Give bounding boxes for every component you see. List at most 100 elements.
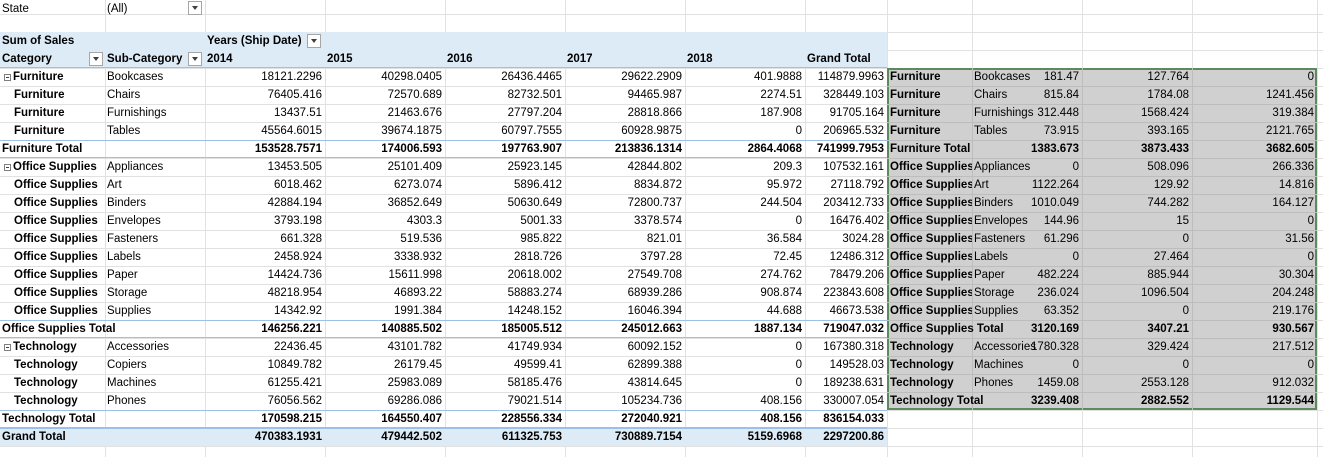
value-cell[interactable]: 2274.51	[760, 89, 802, 101]
value-cell[interactable]: 274.762	[760, 269, 802, 281]
range-value-cell[interactable]: 15	[1176, 215, 1189, 227]
value-cell[interactable]: 91705.164	[829, 107, 884, 119]
range-value-cell[interactable]: 204.248	[1272, 287, 1314, 299]
value-cell[interactable]: 3797.28	[640, 251, 682, 263]
value-cell[interactable]: 1991.384	[394, 305, 442, 317]
value-cell[interactable]: 44.688	[766, 305, 802, 317]
value-cell[interactable]: 62899.388	[627, 359, 682, 371]
value-cell[interactable]: 107532.161	[823, 161, 884, 173]
range-value-cell[interactable]: 2553.128	[1141, 377, 1189, 389]
value-cell[interactable]: 206965.532	[823, 125, 884, 137]
value-cell[interactable]: 821.01	[646, 233, 682, 245]
range-value-cell[interactable]: 181.47	[1043, 71, 1079, 83]
range-value-cell[interactable]: 1784.08	[1147, 89, 1189, 101]
range-value-cell[interactable]: 236.024	[1037, 287, 1079, 299]
category-filter-dropdown-icon[interactable]	[89, 52, 103, 66]
value-cell[interactable]: 43101.782	[387, 341, 442, 353]
filter-dropdown-icon[interactable]	[188, 1, 202, 15]
value-cell[interactable]: 45564.6015	[261, 125, 322, 137]
value-cell[interactable]: 69286.086	[387, 395, 442, 407]
value-cell[interactable]: 72.45	[773, 251, 802, 263]
value-cell[interactable]: 149528.03	[829, 359, 884, 371]
range-value-cell[interactable]: 0	[1182, 305, 1189, 317]
value-cell[interactable]: 3378.574	[634, 215, 682, 227]
range-value-cell[interactable]: 1122.264	[1031, 179, 1079, 191]
range-value-cell[interactable]: 312.448	[1037, 107, 1079, 119]
range-value-cell[interactable]: 164.127	[1272, 197, 1314, 209]
value-cell[interactable]: 76405.416	[267, 89, 322, 101]
value-cell[interactable]: 6018.462	[274, 179, 322, 191]
range-value-cell[interactable]: 0	[1182, 233, 1189, 245]
value-cell[interactable]: 72570.689	[387, 89, 442, 101]
value-cell[interactable]: 15611.998	[388, 269, 442, 281]
range-value-cell[interactable]: 0	[1072, 251, 1079, 263]
value-cell[interactable]: 36852.649	[387, 197, 442, 209]
range-value-cell[interactable]: 912.032	[1272, 377, 1314, 389]
range-value-cell[interactable]: 266.336	[1272, 161, 1314, 173]
value-cell[interactable]: 94465.987	[627, 89, 682, 101]
value-cell[interactable]: 13437.51	[274, 107, 322, 119]
value-cell[interactable]: 3024.28	[842, 233, 884, 245]
range-value-cell[interactable]: 61.296	[1043, 233, 1079, 245]
value-cell[interactable]: 0	[795, 377, 802, 389]
range-value-cell[interactable]: 0	[1307, 215, 1314, 227]
collapse-group-icon[interactable]	[4, 164, 11, 171]
range-value-cell[interactable]: 0	[1307, 359, 1314, 371]
value-cell[interactable]: 61255.421	[267, 377, 322, 389]
range-value-cell[interactable]: 144.96	[1043, 215, 1079, 227]
range-value-cell[interactable]: 1096.504	[1141, 287, 1189, 299]
value-cell[interactable]: 0	[795, 125, 802, 137]
range-value-cell[interactable]: 508.096	[1147, 161, 1189, 173]
value-cell[interactable]: 60092.152	[627, 341, 682, 353]
value-cell[interactable]: 27797.204	[507, 107, 562, 119]
range-value-cell[interactable]: 482.224	[1037, 269, 1079, 281]
value-cell[interactable]: 105234.736	[621, 395, 682, 407]
value-cell[interactable]: 25923.145	[507, 161, 562, 173]
value-cell[interactable]: 72800.737	[627, 197, 682, 209]
value-cell[interactable]: 16476.402	[829, 215, 884, 227]
value-cell[interactable]: 26179.45	[394, 359, 442, 371]
value-cell[interactable]: 28818.866	[627, 107, 682, 119]
value-cell[interactable]: 58883.274	[507, 287, 562, 299]
range-value-cell[interactable]: 31.56	[1285, 233, 1314, 245]
value-cell[interactable]: 408.156	[760, 395, 802, 407]
range-value-cell[interactable]: 217.512	[1272, 341, 1314, 353]
value-cell[interactable]: 78479.206	[829, 269, 884, 281]
value-cell[interactable]: 223843.608	[823, 287, 884, 299]
range-value-cell[interactable]: 0	[1072, 359, 1079, 371]
value-cell[interactable]: 27118.792	[830, 179, 884, 191]
filter-value[interactable]: (All)	[107, 3, 128, 15]
value-cell[interactable]: 167380.318	[823, 341, 884, 353]
range-value-cell[interactable]: 393.165	[1147, 125, 1189, 137]
range-value-cell[interactable]: 329.424	[1147, 341, 1189, 353]
subcategory-filter-dropdown-icon[interactable]	[188, 52, 202, 66]
range-value-cell[interactable]: 1568.424	[1141, 107, 1189, 119]
value-cell[interactable]: 50630.649	[507, 197, 562, 209]
range-value-cell[interactable]: 744.282	[1147, 197, 1189, 209]
value-cell[interactable]: 6273.074	[394, 179, 442, 191]
value-cell[interactable]: 95.972	[766, 179, 802, 191]
value-cell[interactable]: 20618.002	[507, 269, 562, 281]
value-cell[interactable]: 519.536	[400, 233, 442, 245]
value-cell[interactable]: 60797.7555	[501, 125, 562, 137]
value-cell[interactable]: 40298.0405	[381, 71, 442, 83]
value-cell[interactable]: 58185.476	[507, 377, 562, 389]
value-cell[interactable]: 29622.2909	[621, 71, 682, 83]
value-cell[interactable]: 661.328	[280, 233, 322, 245]
range-value-cell[interactable]: 1780.328	[1031, 341, 1079, 353]
value-cell[interactable]: 12486.312	[829, 251, 884, 263]
collapse-group-icon[interactable]	[4, 344, 11, 351]
value-cell[interactable]: 8834.872	[634, 179, 682, 191]
value-cell[interactable]: 42884.194	[267, 197, 322, 209]
range-value-cell[interactable]: 0	[1307, 71, 1314, 83]
value-cell[interactable]: 13453.505	[267, 161, 322, 173]
value-cell[interactable]: 0	[795, 215, 802, 227]
range-value-cell[interactable]: 30.304	[1278, 269, 1314, 281]
range-value-cell[interactable]: 0	[1182, 359, 1189, 371]
columns-filter-dropdown-icon[interactable]	[307, 34, 321, 48]
range-value-cell[interactable]: 319.384	[1272, 107, 1314, 119]
value-cell[interactable]: 3338.932	[394, 251, 442, 263]
value-cell[interactable]: 328449.103	[823, 89, 884, 101]
range-value-cell[interactable]: 219.176	[1272, 305, 1314, 317]
value-cell[interactable]: 18121.2296	[261, 71, 322, 83]
